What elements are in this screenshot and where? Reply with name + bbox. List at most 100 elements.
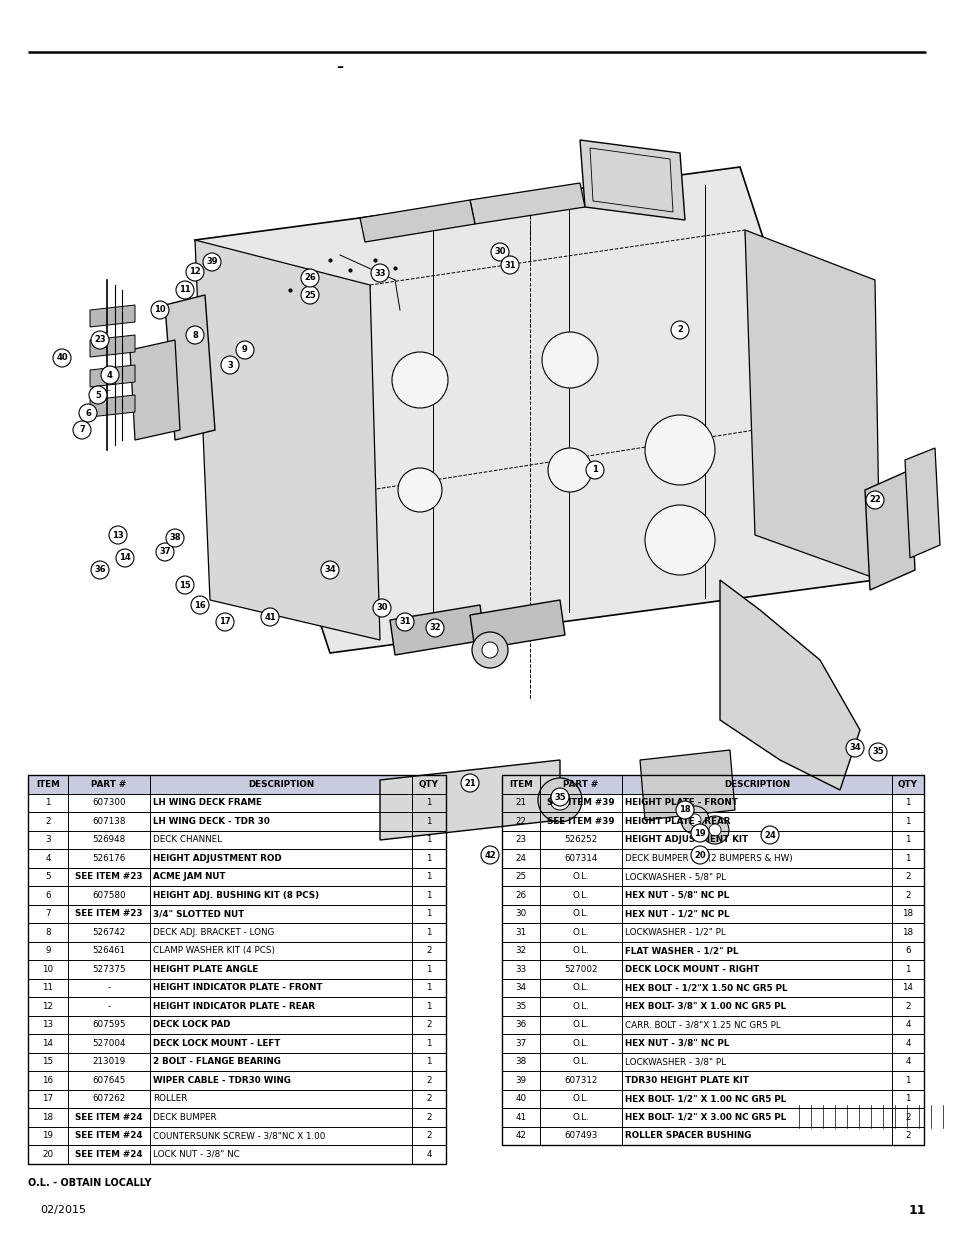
- Text: DESCRIPTION: DESCRIPTION: [248, 779, 314, 789]
- Circle shape: [551, 788, 568, 806]
- Bar: [28, 1126, 446, 1145]
- Text: 13: 13: [42, 1020, 53, 1029]
- Text: 38: 38: [169, 534, 180, 542]
- Text: O.L.: O.L.: [572, 890, 589, 900]
- Text: 18: 18: [679, 805, 690, 815]
- Text: 1: 1: [426, 1039, 432, 1047]
- Circle shape: [865, 492, 883, 509]
- Text: PART #: PART #: [91, 779, 127, 789]
- Text: 35: 35: [515, 1002, 526, 1010]
- Circle shape: [151, 301, 169, 319]
- Text: 21: 21: [464, 778, 476, 788]
- Text: 6: 6: [45, 890, 51, 900]
- Text: LOCKWASHER - 5/8" PL: LOCKWASHER - 5/8" PL: [624, 872, 725, 882]
- Circle shape: [760, 826, 779, 844]
- Circle shape: [320, 561, 338, 579]
- Text: 20: 20: [694, 851, 705, 860]
- Bar: [501, 904, 923, 923]
- Text: 4: 4: [904, 1039, 910, 1047]
- Bar: [28, 811, 446, 830]
- Text: SEE ITEM #24: SEE ITEM #24: [75, 1131, 143, 1140]
- Text: 41: 41: [264, 613, 275, 621]
- Text: 5: 5: [45, 872, 51, 882]
- Text: 1: 1: [592, 466, 598, 474]
- Text: 607262: 607262: [92, 1094, 126, 1103]
- Text: 4: 4: [426, 1150, 432, 1158]
- Text: 17: 17: [219, 618, 231, 626]
- Text: 2: 2: [677, 326, 682, 335]
- Text: O.L.: O.L.: [572, 927, 589, 937]
- Text: DECK BUMPER KIT (2 BUMPERS & HW): DECK BUMPER KIT (2 BUMPERS & HW): [624, 853, 792, 863]
- Circle shape: [644, 415, 714, 485]
- Text: 32: 32: [515, 946, 526, 955]
- Text: 12: 12: [189, 268, 201, 277]
- Text: 607312: 607312: [564, 1076, 598, 1084]
- Text: 2: 2: [426, 1131, 432, 1140]
- Circle shape: [845, 739, 863, 757]
- Text: 34: 34: [848, 743, 860, 752]
- Circle shape: [215, 613, 233, 631]
- Circle shape: [460, 774, 478, 792]
- Bar: [28, 978, 446, 997]
- Text: 24: 24: [515, 853, 526, 863]
- Circle shape: [397, 468, 441, 513]
- Bar: [501, 997, 923, 1015]
- Text: 10: 10: [154, 305, 166, 315]
- Text: -: -: [108, 1002, 111, 1010]
- Bar: [501, 848, 923, 867]
- Bar: [28, 776, 446, 794]
- Bar: [501, 885, 923, 904]
- Text: DECK LOCK MOUNT - LEFT: DECK LOCK MOUNT - LEFT: [152, 1039, 280, 1047]
- Text: 527002: 527002: [563, 965, 598, 973]
- Polygon shape: [579, 140, 684, 220]
- Text: 4: 4: [904, 1057, 910, 1066]
- Polygon shape: [194, 167, 874, 653]
- Text: 18: 18: [902, 927, 913, 937]
- Text: 23: 23: [94, 336, 106, 345]
- Text: O.L.: O.L.: [572, 1039, 589, 1047]
- Text: HEIGHT PLATE - REAR: HEIGHT PLATE - REAR: [624, 816, 730, 826]
- Circle shape: [261, 608, 278, 626]
- Text: 526252: 526252: [564, 835, 597, 845]
- Text: 38: 38: [515, 1057, 526, 1066]
- Bar: [28, 1108, 446, 1126]
- Polygon shape: [864, 471, 914, 590]
- Bar: [28, 1089, 446, 1108]
- Circle shape: [690, 824, 708, 842]
- Text: 2: 2: [904, 890, 910, 900]
- Text: 33: 33: [515, 965, 526, 973]
- Text: 35: 35: [871, 747, 882, 757]
- Text: 42: 42: [483, 851, 496, 860]
- Text: 1: 1: [904, 853, 910, 863]
- Circle shape: [371, 264, 389, 282]
- Text: HEX NUT - 1/2" NC PL: HEX NUT - 1/2" NC PL: [624, 909, 729, 919]
- Circle shape: [550, 790, 569, 810]
- Text: 40: 40: [56, 353, 68, 363]
- Text: 526461: 526461: [92, 946, 126, 955]
- Circle shape: [166, 529, 184, 547]
- Text: CARR. BOLT - 3/8"X 1.25 NC GR5 PL: CARR. BOLT - 3/8"X 1.25 NC GR5 PL: [624, 1020, 780, 1029]
- Bar: [501, 1052, 923, 1071]
- Text: 42: 42: [515, 1131, 526, 1140]
- Text: HEIGHT ADJUSTMENT ROD: HEIGHT ADJUSTMENT ROD: [152, 853, 281, 863]
- Text: 1: 1: [426, 983, 432, 992]
- Bar: [501, 1034, 923, 1052]
- Circle shape: [235, 341, 253, 359]
- Text: 32: 32: [429, 624, 440, 632]
- Polygon shape: [90, 366, 135, 387]
- Text: 31: 31: [398, 618, 411, 626]
- Text: DECK CHANNEL: DECK CHANNEL: [152, 835, 222, 845]
- Text: COUNTERSUNK SCREW - 3/8"NC X 1.00: COUNTERSUNK SCREW - 3/8"NC X 1.00: [152, 1131, 325, 1140]
- Text: 8: 8: [192, 331, 197, 340]
- Text: 607314: 607314: [564, 853, 598, 863]
- Text: 25: 25: [515, 872, 526, 882]
- Text: 39: 39: [206, 258, 217, 267]
- Text: –: –: [336, 61, 343, 74]
- Text: 1: 1: [426, 816, 432, 826]
- Circle shape: [690, 846, 708, 864]
- Bar: [501, 1089, 923, 1108]
- Text: 1: 1: [426, 835, 432, 845]
- Text: HEX BOLT- 1/2" X 3.00 NC GR5 PL: HEX BOLT- 1/2" X 3.00 NC GR5 PL: [624, 1113, 785, 1121]
- Text: 1: 1: [426, 1002, 432, 1010]
- Text: 18: 18: [902, 909, 913, 919]
